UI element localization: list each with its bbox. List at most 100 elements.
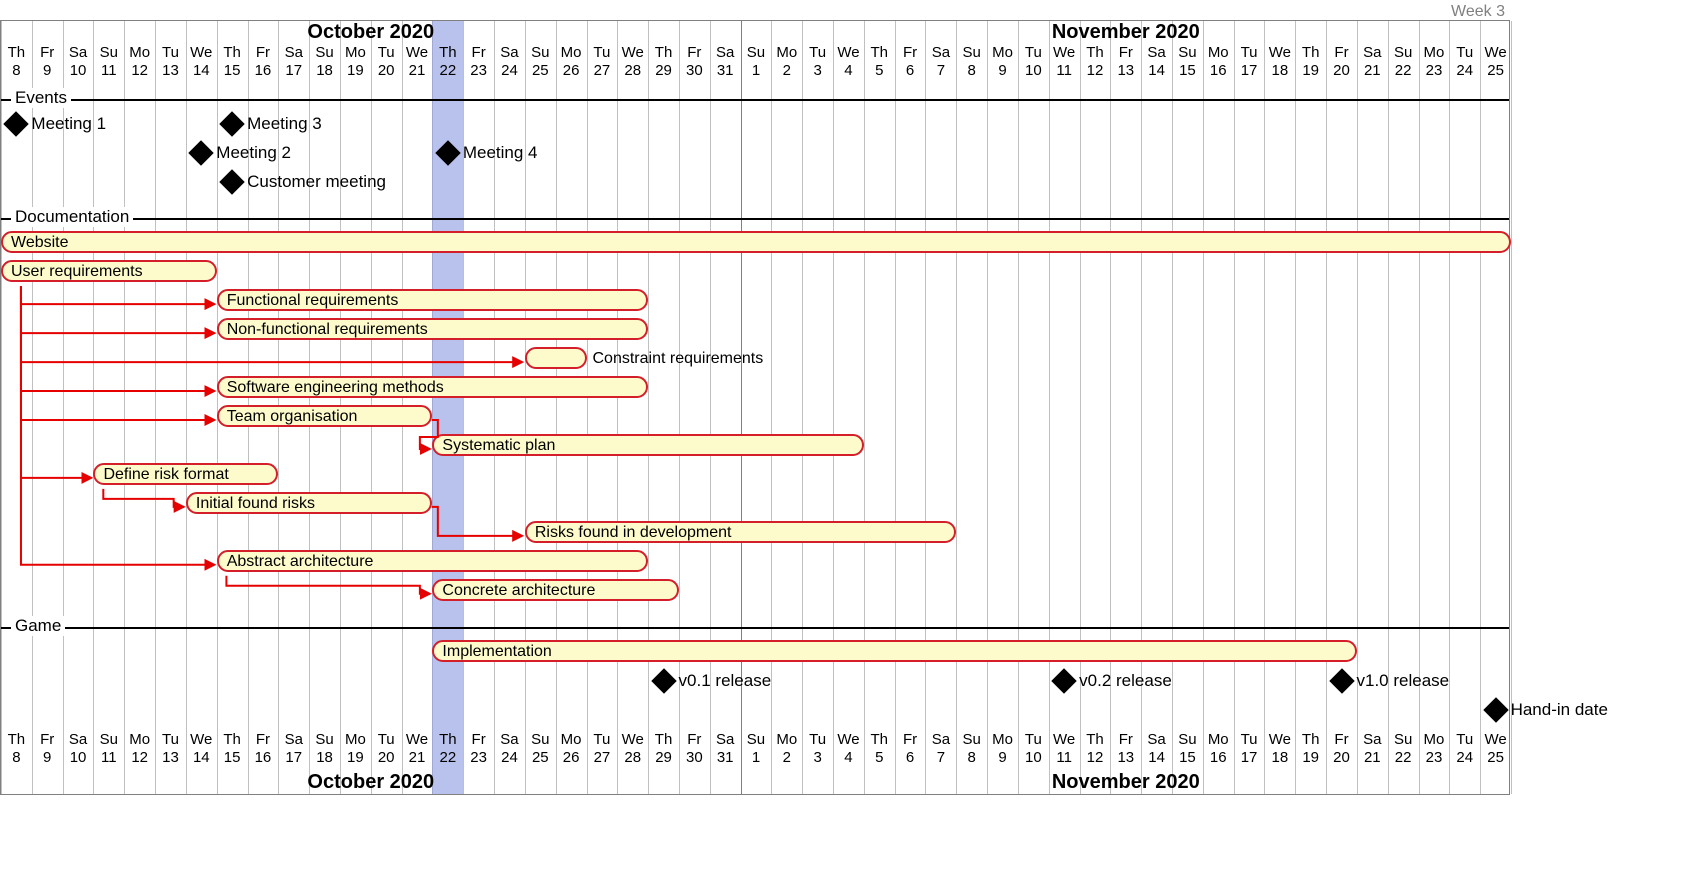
section-header: Documentation <box>1 207 1509 229</box>
day-column: Tu10 <box>1018 44 1049 80</box>
task-bar[interactable]: Risks found in development <box>525 521 956 543</box>
day-column: Th12 <box>1080 731 1111 767</box>
day-column: Fr30 <box>679 44 710 80</box>
day-column: Fr16 <box>248 731 279 767</box>
day-column: We11 <box>1049 731 1080 767</box>
day-column: Fr30 <box>679 731 710 767</box>
task-bar[interactable]: Concrete architecture <box>432 579 679 601</box>
task-bar[interactable]: Abstract architecture <box>217 550 648 572</box>
day-column: Mo23 <box>1419 44 1450 80</box>
gantt-row: Software engineering methods <box>1 374 1509 403</box>
milestone-label: Hand-in date <box>1511 700 1608 720</box>
section-label: Game <box>11 616 65 636</box>
milestone[interactable]: Hand-in date <box>1487 700 1608 720</box>
month-label: November 2020 <box>741 21 1511 44</box>
day-column: Th19 <box>1295 44 1326 80</box>
day-column: We21 <box>402 44 433 80</box>
day-column: Fr23 <box>463 731 494 767</box>
gantt-row: Customer meeting <box>1 168 1509 197</box>
milestone[interactable]: Meeting 1 <box>7 114 106 134</box>
day-column: We18 <box>1264 731 1295 767</box>
day-column: Mo9 <box>987 44 1018 80</box>
gantt-row: Concrete architecture <box>1 577 1509 606</box>
task-bar[interactable]: Initial found risks <box>186 492 433 514</box>
task-bar[interactable]: Team organisation <box>217 405 433 427</box>
day-column: Su15 <box>1172 731 1203 767</box>
day-column: Tu3 <box>802 731 833 767</box>
milestone-label: Customer meeting <box>247 172 386 192</box>
day-column: Tu27 <box>587 731 618 767</box>
task-label: Abstract architecture <box>227 553 374 570</box>
task-bar[interactable]: Website <box>1 231 1511 253</box>
day-column: Mo2 <box>771 731 802 767</box>
gantt-row: Meeting 1 Meeting 3 <box>1 110 1509 139</box>
gantt-row: Functional requirements <box>1 287 1509 316</box>
task-bar[interactable]: Software engineering methods <box>217 376 648 398</box>
day-column: Su8 <box>956 44 987 80</box>
gantt-row: Abstract architecture <box>1 548 1509 577</box>
day-column: Su15 <box>1172 44 1203 80</box>
task-label: Implementation <box>442 643 551 660</box>
day-column: Su11 <box>93 731 124 767</box>
day-column: Tu3 <box>802 44 833 80</box>
milestone[interactable]: Meeting 2 <box>192 143 291 163</box>
section-header: Game <box>1 616 1509 638</box>
milestone-label: v1.0 release <box>1357 671 1450 691</box>
milestone[interactable]: v0.1 release <box>655 671 772 691</box>
gantt-row: Constraint requirements <box>1 345 1509 374</box>
day-column: Th19 <box>1295 731 1326 767</box>
day-column: Tu10 <box>1018 731 1049 767</box>
gantt-row: Team organisation <box>1 403 1509 432</box>
day-column: Th12 <box>1080 44 1111 80</box>
task-label: Constraint requirements <box>593 349 764 368</box>
gantt-row: Non-functional requirements <box>1 316 1509 345</box>
day-column: Tu20 <box>371 731 402 767</box>
day-column: We18 <box>1264 44 1295 80</box>
day-column: Th15 <box>217 44 248 80</box>
task-bar[interactable]: Define risk format <box>93 463 278 485</box>
section-header: Events <box>1 88 1509 110</box>
month-label: November 2020 <box>741 771 1511 794</box>
milestone[interactable]: Meeting 4 <box>439 143 538 163</box>
task-label: Software engineering methods <box>227 379 444 396</box>
month-label: October 2020 <box>1 21 741 44</box>
day-column: Su25 <box>525 44 556 80</box>
day-column: We28 <box>617 44 648 80</box>
milestone[interactable]: Customer meeting <box>223 172 386 192</box>
day-column: We21 <box>402 731 433 767</box>
day-column: Fr13 <box>1110 731 1141 767</box>
diamond-icon <box>219 111 244 136</box>
milestone[interactable]: Meeting 3 <box>223 114 322 134</box>
diamond-icon <box>1329 668 1354 693</box>
day-column: Fr16 <box>248 44 279 80</box>
day-column: Sa21 <box>1357 731 1388 767</box>
task-label: Non-functional requirements <box>227 321 428 338</box>
day-column: Sa24 <box>494 731 525 767</box>
day-column: Su11 <box>93 44 124 80</box>
milestone-label: Meeting 1 <box>31 114 106 134</box>
day-column: Fr9 <box>32 731 63 767</box>
task-bar[interactable]: Implementation <box>432 640 1356 662</box>
gantt-row: Systematic plan <box>1 432 1509 461</box>
task-bar[interactable]: Functional requirements <box>217 289 648 311</box>
milestone[interactable]: v1.0 release <box>1333 671 1450 691</box>
day-column: Tu17 <box>1234 731 1265 767</box>
gantt-row: Implementation <box>1 638 1509 667</box>
day-column: Sa10 <box>63 731 94 767</box>
section-label: Events <box>11 88 71 108</box>
task-bar[interactable]: User requirements <box>1 260 217 282</box>
day-column: Sa10 <box>63 44 94 80</box>
day-column: Su8 <box>956 731 987 767</box>
day-column: Th22 <box>432 731 463 767</box>
diamond-icon <box>219 169 244 194</box>
diamond-icon <box>189 140 214 165</box>
day-column: Fr13 <box>1110 44 1141 80</box>
day-column: Sa14 <box>1141 731 1172 767</box>
task-bar[interactable]: Constraint requirements <box>525 347 587 369</box>
milestone[interactable]: v0.2 release <box>1055 671 1172 691</box>
task-bar[interactable]: Non-functional requirements <box>217 318 648 340</box>
task-bar[interactable]: Systematic plan <box>432 434 863 456</box>
day-column: Sa17 <box>278 44 309 80</box>
day-column: Mo12 <box>124 44 155 80</box>
task-label: Systematic plan <box>442 437 555 454</box>
